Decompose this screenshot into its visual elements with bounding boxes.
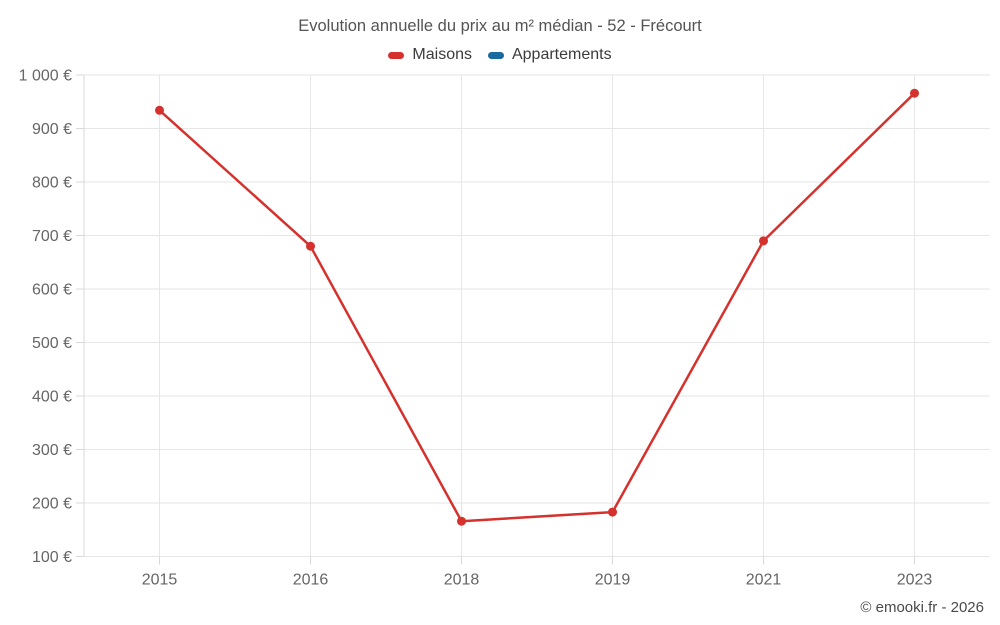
y-tick-label: 500 € xyxy=(32,335,72,352)
data-point[interactable] xyxy=(910,88,919,98)
x-tick-label: 2016 xyxy=(293,572,329,589)
y-tick-label: 600 € xyxy=(32,282,72,299)
x-tick-label: 2023 xyxy=(897,572,933,589)
y-tick-label: 700 € xyxy=(32,228,72,245)
y-tick-label: 200 € xyxy=(32,496,72,513)
data-point[interactable] xyxy=(306,241,315,251)
legend-label-maisons: Maisons xyxy=(412,46,472,63)
series-line-maisons[interactable] xyxy=(158,91,916,523)
data-point[interactable] xyxy=(759,236,768,246)
data-point[interactable] xyxy=(155,105,164,115)
legend-item-appartements[interactable]: Appartements xyxy=(487,46,612,64)
data-point[interactable] xyxy=(608,507,617,517)
x-tick-label: 2021 xyxy=(746,572,782,589)
x-tick-label: 2015 xyxy=(142,572,178,589)
legend: Maisons Appartements xyxy=(0,46,1000,64)
appartements-swatch-icon xyxy=(487,51,504,59)
maisons-swatch-icon xyxy=(388,51,405,59)
legend-label-appartements: Appartements xyxy=(511,46,612,63)
y-tick-label: 800 € xyxy=(32,175,72,192)
x-tick-label: 2018 xyxy=(444,572,480,589)
y-tick-label: 100 € xyxy=(32,549,72,566)
y-tick-label: 300 € xyxy=(32,442,72,459)
chart-title: Evolution annuelle du prix au m² médian … xyxy=(298,17,702,35)
y-tick-label: 1 000 € xyxy=(19,68,72,85)
copyright-credit: © emooki.fr - 2026 xyxy=(860,599,984,616)
y-tick-label: 900 € xyxy=(32,121,72,138)
legend-item-maisons[interactable]: Maisons xyxy=(388,46,472,64)
y-tick-label: 400 € xyxy=(32,389,72,406)
x-tick-label: 2019 xyxy=(595,572,631,589)
data-point[interactable] xyxy=(457,516,466,526)
